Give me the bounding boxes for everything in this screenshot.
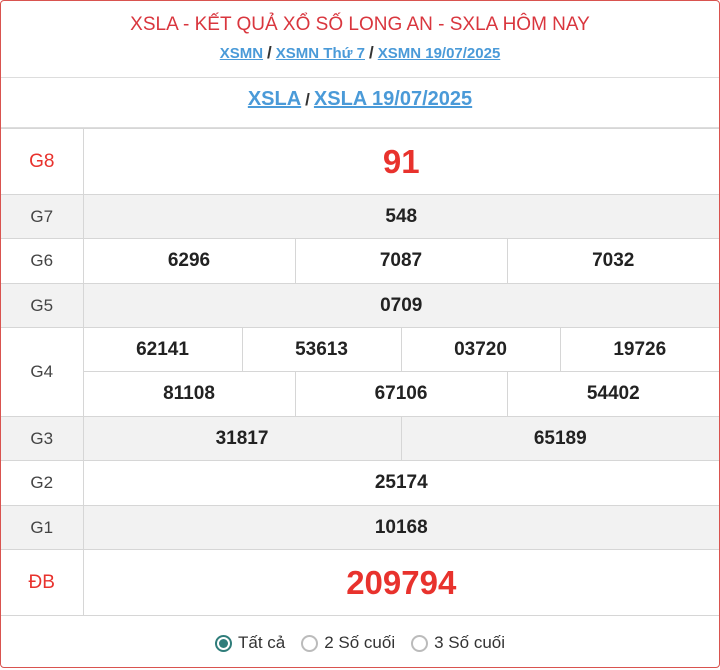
prize-value: 6296 bbox=[82, 238, 296, 284]
prize-label: ĐB bbox=[1, 549, 84, 616]
radio-checked-icon[interactable] bbox=[214, 634, 232, 652]
prize-value: 91 bbox=[82, 128, 719, 195]
row-g4: G4 62141 53613 03720 19726 bbox=[1, 327, 719, 417]
prize-label: G8 bbox=[1, 128, 84, 195]
radio-icon[interactable] bbox=[301, 634, 319, 652]
page-title: XSLA - KẾT QUẢ XỔ SỐ LONG AN - SXLA HÔM … bbox=[130, 14, 590, 35]
separator: / bbox=[305, 90, 310, 109]
digit-filter: Tất cả 2 Số cuối 3 Số cuối bbox=[1, 616, 719, 667]
prize-label: G7 bbox=[1, 194, 84, 239]
link-xsla[interactable]: XSLA bbox=[247, 88, 302, 110]
prize-value: 62141 bbox=[82, 327, 243, 372]
prize-value: 7032 bbox=[506, 238, 719, 284]
prize-value: 53613 bbox=[241, 327, 402, 372]
row-g8: G8 91 bbox=[1, 128, 719, 195]
prize-value: 65189 bbox=[400, 416, 719, 461]
prize-value: 19726 bbox=[559, 327, 719, 372]
prize-value: 03720 bbox=[400, 327, 561, 372]
results-table: G8 91 G7 548 G6 6296 7087 7032 G5 0709 G4 62141… bbox=[1, 128, 719, 616]
prize-label: G1 bbox=[1, 505, 84, 550]
separator: / bbox=[267, 43, 272, 62]
row-g4b: 81108 67106 54402 bbox=[1, 371, 719, 417]
prize-value: 548 bbox=[82, 194, 719, 239]
option-label: 2 Số cuối bbox=[324, 633, 396, 652]
row-g6: G6 6296 7087 7032 bbox=[1, 238, 719, 284]
filter-all[interactable]: Tất cả bbox=[214, 633, 286, 653]
link-xsla-date[interactable]: XSLA 19/07/2025 bbox=[313, 88, 473, 110]
prize-value: 10168 bbox=[82, 505, 719, 550]
row-g1: G1 10168 bbox=[1, 505, 719, 550]
prize-value: 209794 bbox=[82, 549, 719, 616]
link-xsmn-thu7[interactable]: XSMN Thứ 7 bbox=[275, 45, 365, 62]
prize-label: G5 bbox=[1, 283, 84, 328]
filter-2-digits[interactable]: 2 Số cuối bbox=[301, 633, 395, 653]
row-g5: G5 0709 bbox=[1, 283, 719, 328]
prize-value: 0709 bbox=[82, 283, 719, 328]
prize-value: 81108 bbox=[82, 371, 296, 417]
prize-label: G2 bbox=[1, 460, 84, 506]
prize-value: 31817 bbox=[82, 416, 402, 461]
prize-value: 54402 bbox=[506, 371, 719, 417]
row-g2: G2 25174 bbox=[1, 460, 719, 506]
sub-breadcrumb: XSLA / XSLA 19/07/2025 bbox=[1, 78, 719, 128]
separator: / bbox=[368, 43, 374, 62]
prize-value: 25174 bbox=[82, 460, 719, 506]
option-label: 3 Số cuối bbox=[434, 633, 506, 652]
prize-value: 7087 bbox=[294, 238, 508, 284]
header: XSLA - KẾT QUẢ XỔ SỐ LONG AN - SXLA HÔM … bbox=[1, 1, 719, 78]
prize-label: G3 bbox=[1, 416, 84, 461]
option-label: Tất cả bbox=[237, 633, 286, 652]
radio-icon[interactable] bbox=[411, 634, 429, 652]
row-db: ĐB 209794 bbox=[1, 549, 719, 616]
row-g7: G7 548 bbox=[1, 194, 719, 239]
prize-label: G4 bbox=[1, 327, 84, 417]
link-xsmn-date[interactable]: XSMN 19/07/2025 bbox=[377, 45, 501, 62]
row-g3: G3 31817 65189 bbox=[1, 416, 719, 461]
breadcrumb: XSMN / XSMN Thứ 7/XSMN 19/07/2025 bbox=[1, 43, 719, 63]
filter-3-digits[interactable]: 3 Số cuối bbox=[411, 633, 505, 653]
link-xsmn[interactable]: XSMN bbox=[219, 45, 264, 62]
prize-label: G6 bbox=[1, 238, 84, 284]
prize-value: 67106 bbox=[294, 371, 508, 417]
